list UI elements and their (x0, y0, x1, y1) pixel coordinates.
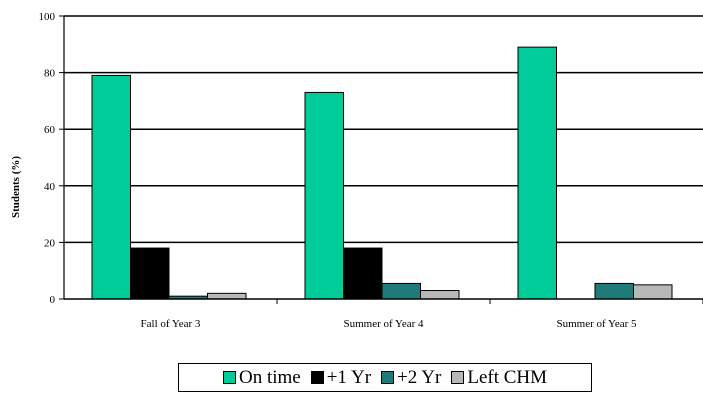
bar (304, 91, 344, 300)
bar (91, 74, 131, 300)
bar (381, 282, 421, 300)
legend-swatch (310, 371, 324, 384)
gridlines (64, 15, 703, 244)
bar (594, 282, 634, 300)
bar (130, 247, 170, 300)
bar (633, 284, 673, 300)
legend-swatch (451, 371, 465, 384)
y-tick-label: 0 (50, 294, 56, 306)
legend: On time +1 Yr +2 Yr Left CHM (178, 363, 592, 392)
legend-item: Left CHM (451, 367, 547, 389)
y-tick-label: 40 (44, 181, 56, 193)
bar (343, 247, 383, 300)
axes (59, 15, 703, 304)
legend-label: +2 Yr (397, 366, 442, 388)
bar (207, 292, 247, 300)
y-tick-label: 20 (44, 237, 56, 249)
y-tick-label: 100 (39, 11, 56, 23)
bars (91, 46, 673, 300)
legend-item: +2 Yr (381, 367, 441, 389)
legend-label: +1 Yr (326, 366, 372, 388)
legend-label: On time (238, 366, 301, 388)
x-tick-labels: Fall of Year 3 Summer of Year 4 Summer of … (141, 318, 637, 330)
y-tick-label: 60 (44, 124, 56, 136)
legend-swatch (222, 371, 236, 384)
legend-label: Left CHM (467, 366, 548, 388)
bar (420, 290, 460, 300)
y-axis-label: Students (%) (10, 156, 22, 218)
legend-swatch (381, 371, 395, 384)
bar (517, 46, 557, 300)
x-tick-label: Summer of Year 4 (343, 318, 424, 330)
x-tick-label: Summer of Year 5 (556, 318, 637, 330)
y-tick-labels: 0 20 40 60 80 100 (39, 11, 56, 306)
y-tick-label: 80 (44, 68, 56, 80)
legend-item: +1 Yr (310, 366, 372, 389)
legend-item: On time (222, 366, 301, 389)
x-tick-label: Fall of Year 3 (141, 318, 201, 330)
